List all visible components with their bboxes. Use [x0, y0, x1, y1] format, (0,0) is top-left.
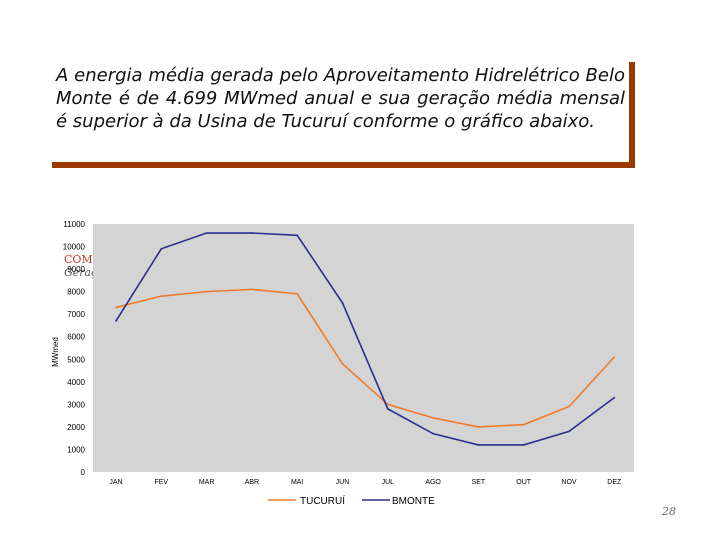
y-tick-label: 11000	[63, 220, 85, 229]
chart-legend: TUCURUÍ BMONTE	[268, 494, 435, 507]
legend-label-tucurui: TUCURUÍ	[300, 494, 345, 507]
x-tick-label: JUL	[382, 479, 395, 486]
data-point	[568, 405, 570, 408]
x-tick-label: NOV	[561, 479, 577, 486]
data-point	[296, 234, 299, 237]
overlay-text-com: COM	[64, 253, 93, 266]
intro-text-box: A energia média gerada pelo Aproveitamen…	[52, 62, 635, 168]
data-point	[477, 426, 480, 428]
overlay-text-geracao: Geraç	[64, 266, 98, 279]
x-tick-label: MAR	[199, 479, 215, 486]
y-tick-label: 3000	[67, 400, 85, 409]
data-point	[205, 232, 208, 234]
x-tick-label: SET	[472, 479, 486, 486]
y-tick-label: 8000	[67, 288, 85, 297]
page-number: 28	[662, 505, 676, 518]
data-point	[613, 396, 616, 399]
data-point	[387, 408, 389, 410]
y-tick-label: 7000	[67, 310, 85, 319]
y-tick-label: 5000	[67, 355, 85, 364]
data-point	[432, 432, 434, 435]
data-point	[115, 306, 117, 309]
data-point	[568, 430, 570, 433]
x-tick-label: FEV	[154, 479, 168, 486]
data-point	[341, 302, 344, 304]
plot-area	[93, 224, 634, 472]
data-point	[160, 248, 163, 250]
data-point	[432, 417, 434, 419]
x-tick-label: AGO	[425, 479, 441, 486]
data-point	[251, 232, 253, 234]
intro-paragraph: A energia média gerada pelo Aproveitamen…	[56, 65, 625, 132]
y-tick-label: 1000	[67, 445, 85, 454]
x-tick-label: JUN	[336, 479, 350, 486]
data-point	[477, 444, 480, 446]
x-tick-label: JAN	[109, 479, 122, 486]
series-lines	[115, 232, 616, 446]
data-point	[205, 290, 208, 293]
y-axis-label: MWmed	[51, 337, 60, 367]
x-tick-label: ABR	[245, 479, 259, 486]
data-point	[522, 423, 525, 426]
y-tick-label: 2000	[67, 423, 85, 432]
y-tick-label: 10000	[63, 243, 86, 252]
data-point	[115, 320, 117, 322]
data-point	[296, 293, 299, 295]
x-axis-ticks: JAN FEV MAR ABR MAI JUN JUL AGO SET OUT NOV DEZ	[109, 479, 622, 486]
x-tick-label: DEZ	[607, 479, 622, 486]
series-line-tucurui	[115, 288, 615, 428]
y-tick-label: 6000	[67, 333, 85, 342]
data-point	[160, 295, 163, 297]
series-line-bmonte	[115, 232, 615, 446]
data-point	[341, 362, 344, 365]
data-point	[613, 356, 616, 358]
x-tick-label: MAI	[291, 479, 304, 486]
y-tick-label: 0	[81, 468, 86, 477]
legend-label-bmonte: BMONTE	[392, 496, 435, 507]
y-axis-ticks: 0 1000 2000 3000 4000 5000 6000 7000 8000 9000 100…	[63, 220, 86, 477]
data-point	[251, 288, 253, 291]
data-point	[387, 403, 389, 406]
data-point	[522, 444, 525, 446]
y-tick-label: 9000	[67, 265, 85, 274]
x-tick-label: OUT	[516, 479, 532, 486]
y-tick-label: 4000	[67, 378, 85, 387]
